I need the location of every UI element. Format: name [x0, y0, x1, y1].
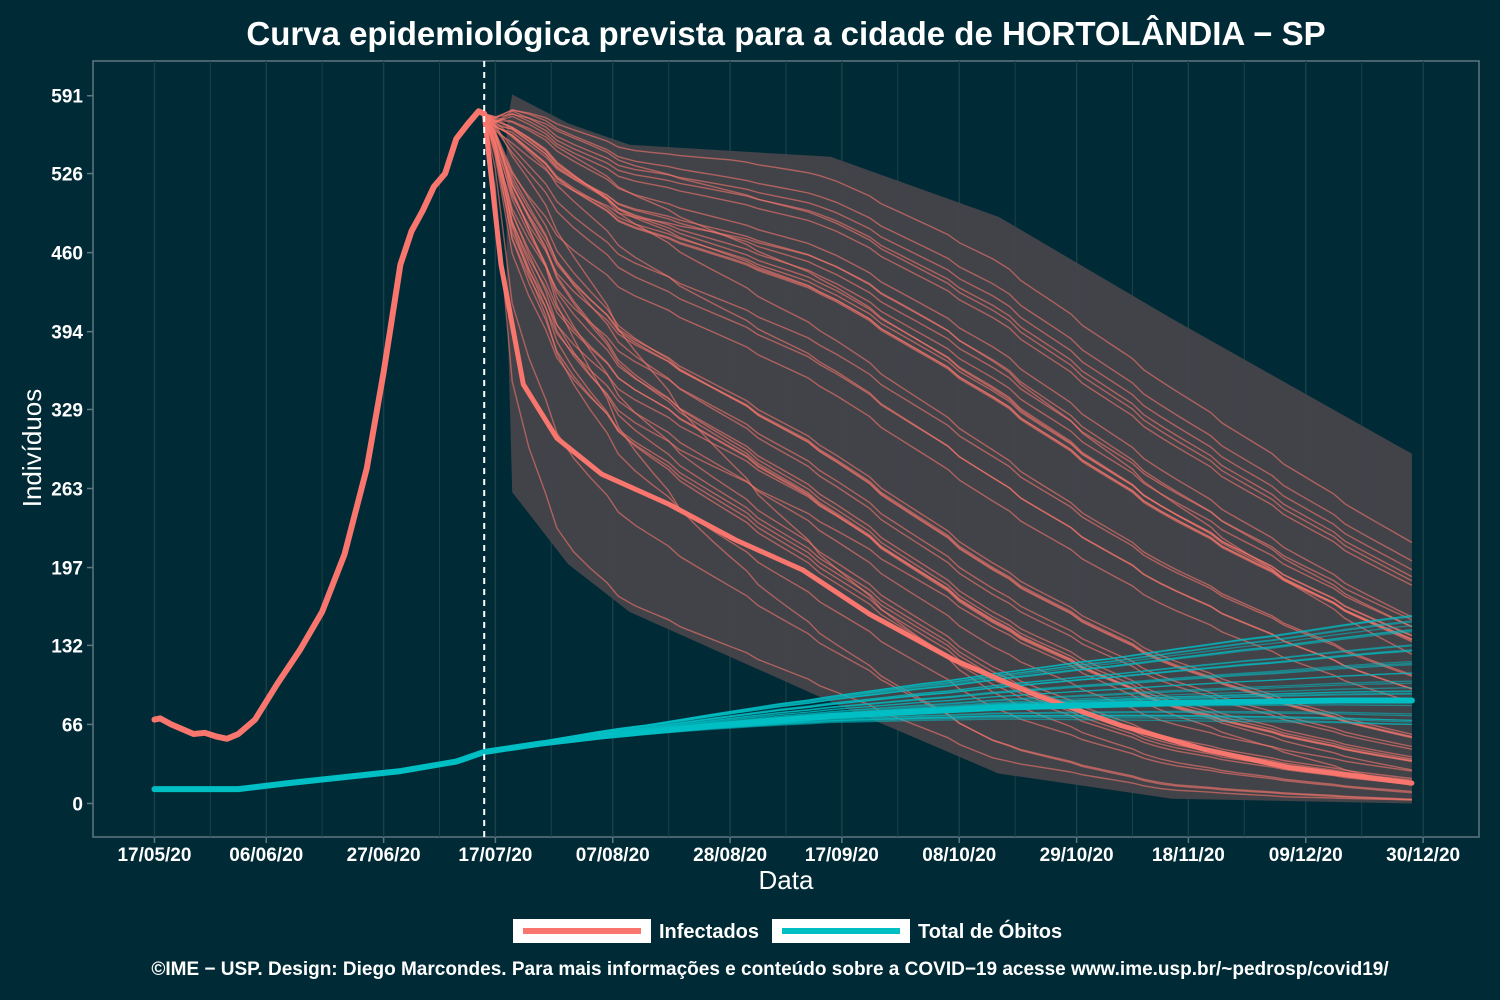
scenario-line-infectados [484, 113, 1413, 582]
scenario-line-infectados [483, 113, 1413, 618]
series-obitos [151, 697, 1415, 793]
x-tick-label: 08/10/20 [922, 845, 996, 866]
x-tick-label: 27/06/20 [347, 845, 421, 866]
scenario-line-infectados [483, 113, 1413, 748]
x-tick-label: 17/09/20 [805, 845, 879, 866]
scenario-line-obitos [484, 644, 1412, 753]
legend-label-infectados: Infectados [659, 921, 759, 943]
x-tick-label: 18/11/20 [1152, 845, 1225, 866]
y-tick-label: 66 [62, 715, 83, 736]
y-tick-label: 197 [51, 559, 83, 580]
scenario-line-infectados [483, 113, 1413, 786]
scenario-line-infectados [483, 113, 1413, 750]
y-tick-label: 263 [51, 480, 83, 501]
series-infectados-projecao [481, 111, 1415, 786]
x-axis-title: Data [759, 865, 814, 895]
legend-item-obitos: Total de Óbitos [772, 919, 1062, 943]
y-tick-label: 394 [51, 323, 83, 344]
x-tick-label: 28/08/20 [693, 845, 767, 866]
scenario-line-infectados [483, 113, 1412, 772]
caption: ©IME − USP. Design: Diego Marcondes. Par… [151, 959, 1389, 980]
scenario-line-infectados [483, 113, 1412, 801]
x-tick-label: 17/07/20 [458, 845, 532, 866]
scenario-line-infectados [483, 112, 1413, 578]
scenario-line-infectados [483, 113, 1412, 794]
scenario-line-infectados [483, 113, 1413, 763]
scenario-line-infectados [483, 113, 1413, 760]
scenario-line-infectados [483, 113, 1413, 735]
scenario-line-infectados [483, 113, 1413, 677]
scenario-line-obitos [484, 621, 1412, 753]
y-axis-title: Indivíduos [17, 389, 47, 508]
plot-area: 17/05/20 06/06/20 27/06/20 17/07/20 07/08/20… [51, 60, 1480, 866]
scenario-line-infectados [483, 113, 1413, 655]
legend: Infectados Total de Óbitos [513, 919, 1062, 943]
scenario-line-infectados [483, 113, 1412, 801]
scenario-line-infectados [483, 113, 1413, 762]
scenario-line-infectados [483, 113, 1413, 586]
forecast-band [506, 94, 1412, 804]
scenario-line-infectados [483, 113, 1413, 636]
scenario-line-infectados [483, 113, 1413, 621]
scenario-line-infectados [483, 113, 1413, 690]
legend-label-obitos: Total de Óbitos [918, 919, 1062, 943]
x-tick-label: 29/10/20 [1040, 845, 1114, 866]
scenario-line-infectados [484, 109, 1413, 544]
legend-item-infectados: Infectados [513, 919, 759, 943]
scenario-line-infectados [483, 113, 1413, 641]
series-infectados [151, 108, 488, 742]
scenario-lines [483, 108, 1413, 801]
scenario-line-infectados [483, 108, 1413, 562]
x-tick-label: 30/12/20 [1386, 845, 1460, 866]
x-tick-label: 09/12/20 [1269, 845, 1343, 866]
y-tick-label: 132 [51, 636, 83, 657]
x-tick-label: 07/08/20 [576, 845, 650, 866]
y-tick-label: 329 [51, 400, 83, 421]
x-tick-label: 17/05/20 [117, 845, 191, 866]
chart-title: Curva epidemiológica prevista para a cid… [246, 15, 1325, 52]
scenario-line-infectados [483, 113, 1413, 628]
y-tick-label: 0 [72, 794, 83, 815]
scenario-line-infectados [483, 113, 1413, 643]
y-tick-label: 591 [51, 87, 83, 108]
x-tick-label: 06/06/20 [229, 845, 303, 866]
scenario-line-obitos [484, 660, 1412, 753]
scenario-line-infectados [483, 110, 1413, 571]
y-tick-label: 526 [51, 165, 83, 186]
y-tick-label: 460 [51, 244, 83, 265]
